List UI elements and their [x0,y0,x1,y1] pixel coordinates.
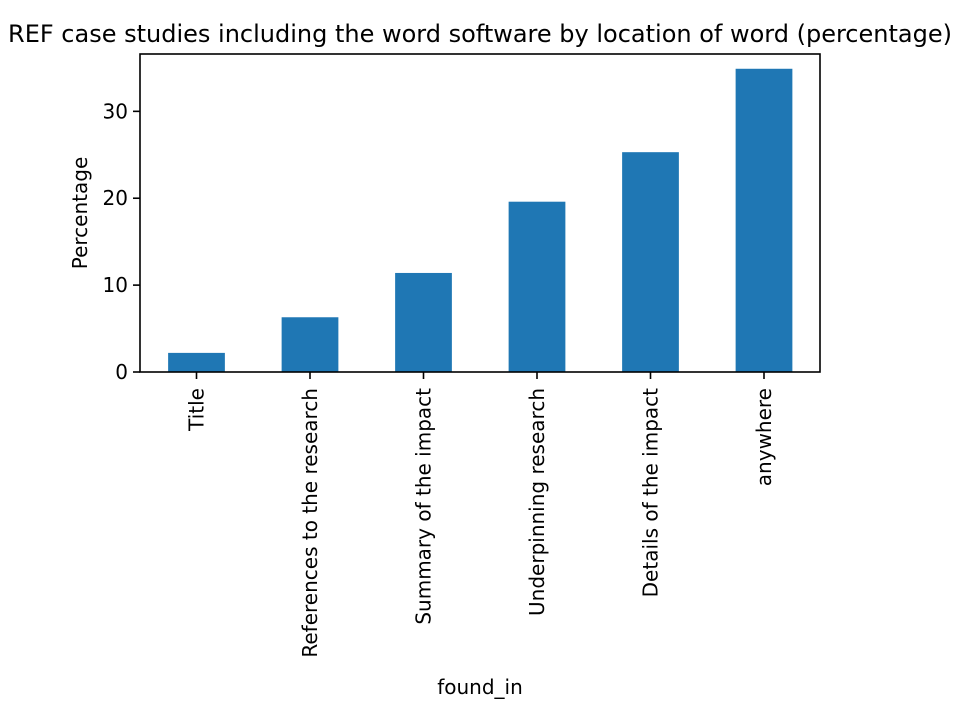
y-tick-label-0: 0 [115,360,128,384]
plot-area [139,53,821,373]
chart-title: REF case studies including the word soft… [8,20,952,48]
x-tick-label-1: References to the research [298,388,322,658]
bar-4 [622,152,679,372]
bar-5 [735,68,793,372]
y-tick-label-3: 30 [103,99,128,123]
bar-1 [281,317,339,372]
bar-2 [395,272,452,372]
x-tick-label-4: Details of the impact [639,388,663,597]
x-tick-label-5: anywhere [752,388,776,486]
bar-3 [508,201,566,372]
bars-group [168,68,793,372]
y-tick-label-2: 20 [103,186,128,210]
x-tick-label-0: Title [185,388,209,432]
axes-frame [139,53,821,373]
x-axis-label: found_in [437,675,523,699]
y-axis: 0 10 20 30 [103,99,140,384]
x-tick-label-2: Summary of the impact [412,388,436,625]
y-tick-label-1: 10 [103,273,128,297]
x-tick-label-3: Underpinning research [525,388,549,616]
y-axis-label: Percentage [68,157,92,270]
bar-0 [168,352,225,372]
x-axis: Title References to the research Summary o… [185,372,776,658]
